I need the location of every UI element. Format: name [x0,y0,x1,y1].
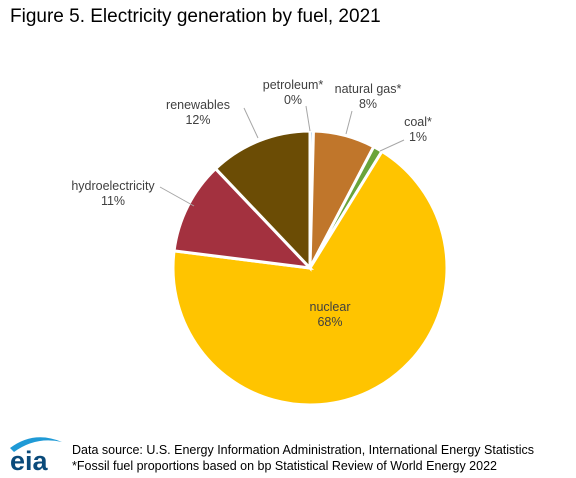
slice-label-hydroelectricity: hydroelectricity [71,179,155,193]
slice-label-renewables: renewables [166,98,230,112]
pie-slice-hydroelectricity [172,166,314,271]
slice-label-coal: coal* [404,115,432,129]
pie-slice-nuclear [171,149,449,407]
pie-chart: petroleum*0% natural gas*8% coal*1% nuclear… [71,78,449,407]
slice-label-nuclear: nuclear [310,300,351,314]
leader-line-hydroelectricity [159,186,195,207]
slice-percent-renewables: 12% [185,113,210,127]
eia-logo-text: eia [10,446,49,474]
leader-line-renewables [243,107,259,139]
eia-logo-swoosh [10,437,62,452]
pie-slice-renewables [213,129,312,272]
slice-label-petroleum: petroleum* [263,78,324,92]
slice-label-natural-gas: natural gas* [335,82,402,96]
eia-logo: eia [10,437,62,474]
footer-note: *Fossil fuel proportions based on bp Sta… [72,459,497,473]
slice-percent-natural-gas: 8% [359,97,377,111]
footer-source: Data source: U.S. Energy Information Adm… [72,443,535,457]
footer: Data source: U.S. Energy Information Adm… [72,442,534,474]
slice-percent-nuclear: 68% [317,315,342,329]
slice-percent-petroleum: 0% [284,93,302,107]
leader-line-petroleum [305,105,311,132]
chart-title: Figure 5. Electricity generation by fuel… [10,6,381,27]
slice-percent-coal: 1% [409,130,427,144]
slice-percent-hydroelectricity: 11% [101,194,125,208]
leader-line-coal [379,139,405,152]
leader-line-natural-gas [345,110,353,135]
